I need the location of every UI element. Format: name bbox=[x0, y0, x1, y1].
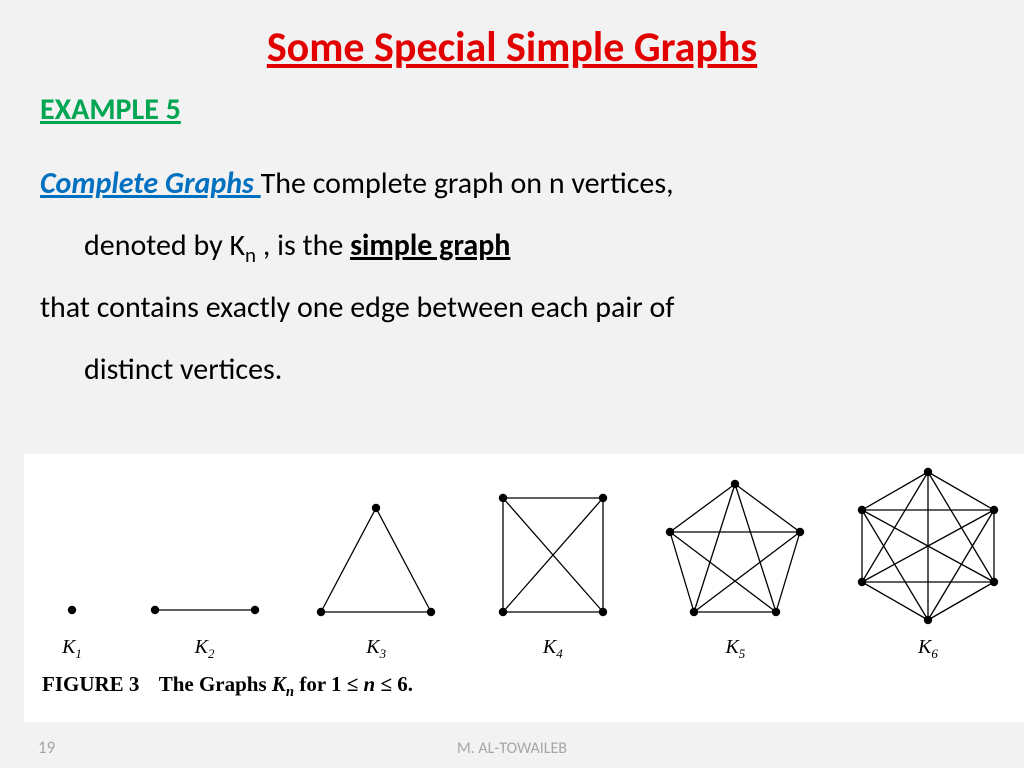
graph-svg-k4 bbox=[483, 480, 623, 630]
body-line-1: Complete Graphs The complete graph on n … bbox=[40, 156, 984, 212]
figure-panel: K1 K2 K3 K4 K5 K6 FIGURE 3 The Graphs Kn for … bbox=[24, 454, 1024, 722]
body-line-2: denoted by Kn , is the simple graph bbox=[40, 218, 984, 275]
graph-k1: K1 bbox=[42, 510, 102, 662]
graph-svg-k3 bbox=[307, 490, 445, 630]
body-text-1: The complete graph on n vertices, bbox=[261, 165, 674, 202]
graph-label-k2: K2 bbox=[195, 636, 215, 662]
body-text-2a: denoted by K bbox=[84, 227, 245, 264]
slide: Some Special Simple Graphs EXAMPLE 5 Com… bbox=[0, 0, 1024, 768]
body-text-3: that contains exactly one edge between e… bbox=[40, 289, 674, 326]
graph-svg-k2 bbox=[140, 510, 270, 630]
graph-label-k6: K6 bbox=[918, 636, 938, 662]
graph-label-k1: K1 bbox=[62, 636, 82, 662]
graph-k4: K4 bbox=[483, 480, 623, 662]
graph-svg-k6 bbox=[848, 460, 1008, 630]
figure-label: FIGURE 3 bbox=[42, 672, 139, 696]
figure-caption: FIGURE 3 The Graphs Kn for 1 ≤ n ≤ 6. bbox=[42, 672, 1014, 701]
graph-label-k3: K3 bbox=[366, 636, 386, 662]
graph-label-k5: K5 bbox=[725, 636, 745, 662]
definition-term: Complete Graphs bbox=[40, 165, 261, 202]
graph-k5: K5 bbox=[660, 470, 810, 662]
example-heading: EXAMPLE 5 bbox=[40, 91, 984, 128]
slide-title: Some Special Simple Graphs bbox=[40, 22, 984, 73]
body-text-2-sub: n bbox=[245, 242, 256, 268]
body-text-2b: , is the bbox=[256, 227, 350, 264]
figure-title: The Graphs Kn for 1 ≤ n ≤ 6. bbox=[159, 672, 413, 696]
body-text-4: distinct vertices. bbox=[40, 342, 282, 398]
graph-k2: K2 bbox=[140, 510, 270, 662]
body-line-4: distinct vertices. bbox=[40, 342, 984, 398]
body-line-3: that contains exactly one edge between e… bbox=[40, 280, 984, 336]
graph-svg-k5 bbox=[660, 470, 810, 630]
author-footer: M. AL-TOWAILEB bbox=[0, 739, 1024, 758]
graph-k3: K3 bbox=[307, 490, 445, 662]
graph-label-k4: K4 bbox=[543, 636, 563, 662]
body-text-2-emph: simple graph bbox=[350, 227, 510, 264]
graphs-row: K1 K2 K3 K4 K5 K6 bbox=[42, 472, 1014, 662]
graph-svg-k1 bbox=[42, 510, 102, 630]
graph-k6: K6 bbox=[848, 460, 1008, 662]
